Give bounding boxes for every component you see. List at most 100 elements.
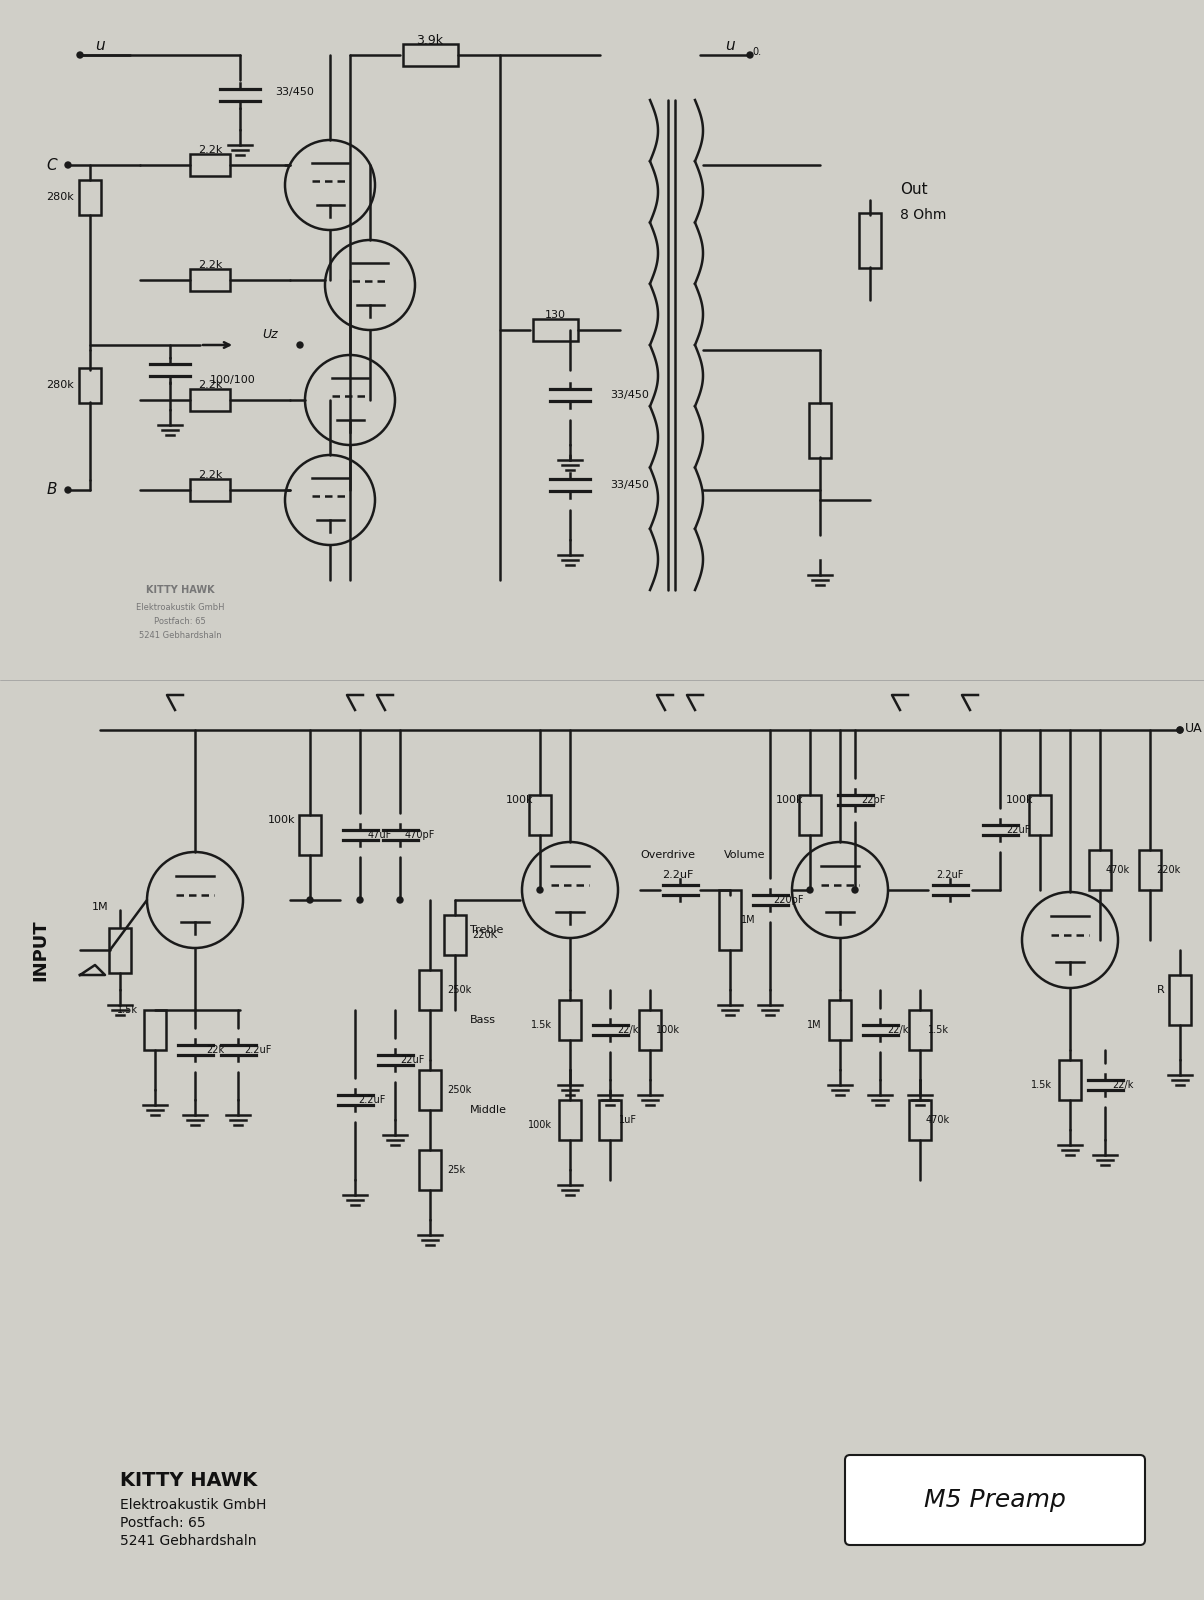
Text: 2.2k: 2.2k: [197, 470, 223, 480]
Circle shape: [307, 898, 313, 902]
Text: u: u: [95, 37, 105, 53]
Text: 220k: 220k: [1156, 866, 1180, 875]
Text: 1uF: 1uF: [619, 1115, 637, 1125]
Text: Overdrive: Overdrive: [641, 850, 695, 861]
Text: Middle: Middle: [470, 1106, 507, 1115]
Text: Uz: Uz: [262, 328, 278, 341]
Bar: [559, 1101, 582, 1139]
Text: 100k: 100k: [656, 1026, 680, 1035]
Bar: [909, 1010, 931, 1050]
Bar: [190, 154, 230, 176]
Bar: [719, 890, 740, 950]
Text: Postfach: 65: Postfach: 65: [154, 618, 206, 627]
Text: 470pF: 470pF: [405, 830, 435, 840]
Circle shape: [65, 162, 71, 168]
Text: 100k: 100k: [529, 1120, 551, 1130]
Bar: [559, 1000, 582, 1040]
Text: 100/100: 100/100: [209, 374, 255, 386]
Bar: [529, 795, 551, 835]
Text: 470k: 470k: [1106, 866, 1131, 875]
Bar: [144, 1010, 166, 1050]
Text: 1.5k: 1.5k: [117, 1005, 138, 1014]
Circle shape: [77, 51, 83, 58]
Text: UA: UA: [1185, 722, 1203, 734]
Text: 2.2k: 2.2k: [197, 146, 223, 155]
Circle shape: [358, 898, 362, 902]
Text: 47uF: 47uF: [368, 830, 393, 840]
Circle shape: [746, 51, 752, 58]
Text: Postfach: 65: Postfach: 65: [120, 1517, 206, 1530]
Text: 2.2k: 2.2k: [197, 259, 223, 270]
Text: 1M: 1M: [92, 902, 108, 912]
Bar: [419, 1070, 441, 1110]
Bar: [532, 318, 578, 341]
Circle shape: [537, 886, 543, 893]
Text: 33/450: 33/450: [610, 480, 649, 490]
Bar: [444, 915, 466, 955]
Text: 470k: 470k: [926, 1115, 950, 1125]
Text: u: u: [725, 37, 734, 53]
Text: 280k: 280k: [46, 379, 73, 390]
Circle shape: [65, 486, 71, 493]
Circle shape: [852, 886, 858, 893]
Text: 250k: 250k: [447, 986, 471, 995]
Text: 22/k: 22/k: [1112, 1080, 1134, 1090]
Text: 3.9k: 3.9k: [417, 34, 443, 46]
Bar: [79, 179, 101, 214]
Bar: [1139, 850, 1161, 890]
Bar: [639, 1010, 661, 1050]
Text: INPUT: INPUT: [31, 918, 49, 981]
Text: 2.2uF: 2.2uF: [937, 870, 963, 880]
Text: 22/k: 22/k: [887, 1026, 909, 1035]
Bar: [909, 1101, 931, 1139]
Text: 0.: 0.: [752, 46, 762, 58]
Circle shape: [807, 886, 813, 893]
Bar: [190, 389, 230, 411]
Text: Treble: Treble: [470, 925, 503, 934]
Bar: [1088, 850, 1111, 890]
Text: Bass: Bass: [470, 1014, 496, 1026]
Text: 5241 Gebhardshaln: 5241 Gebhardshaln: [120, 1534, 256, 1549]
Text: B: B: [47, 483, 58, 498]
Text: 25k: 25k: [447, 1165, 465, 1174]
Bar: [1060, 1059, 1081, 1101]
Text: C: C: [47, 157, 58, 173]
Text: 2.2uF: 2.2uF: [359, 1094, 385, 1106]
Text: 100k: 100k: [506, 795, 533, 805]
Bar: [1169, 974, 1191, 1026]
Text: 5241 Gebhardshaln: 5241 Gebhardshaln: [138, 632, 222, 640]
Text: 1.5k: 1.5k: [531, 1021, 551, 1030]
Bar: [799, 795, 821, 835]
FancyBboxPatch shape: [845, 1454, 1145, 1546]
Text: 2.2uF: 2.2uF: [662, 870, 694, 880]
Text: 22pF: 22pF: [861, 795, 885, 805]
Bar: [1029, 795, 1051, 835]
Text: M5 Preamp: M5 Preamp: [923, 1488, 1066, 1512]
Text: 2.2k: 2.2k: [197, 379, 223, 390]
Text: 1M: 1M: [808, 1021, 822, 1030]
Bar: [419, 970, 441, 1010]
Text: 100k: 100k: [267, 814, 295, 826]
Text: 220K: 220K: [472, 930, 497, 939]
Text: Out: Out: [901, 182, 927, 197]
Text: 100k: 100k: [1007, 795, 1034, 805]
Text: 8 Ohm: 8 Ohm: [901, 208, 946, 222]
Circle shape: [397, 898, 403, 902]
Bar: [402, 43, 458, 66]
Bar: [79, 368, 101, 403]
Text: 1M: 1M: [740, 915, 755, 925]
Text: KITTY HAWK: KITTY HAWK: [146, 586, 214, 595]
Text: 1.5k: 1.5k: [927, 1026, 949, 1035]
Circle shape: [1178, 726, 1184, 733]
Text: 22k: 22k: [206, 1045, 224, 1054]
Bar: [190, 478, 230, 501]
Text: Volume: Volume: [725, 850, 766, 861]
Circle shape: [297, 342, 303, 349]
Bar: [809, 403, 831, 458]
Circle shape: [1178, 726, 1184, 733]
Text: Elektroakustik GmbH: Elektroakustik GmbH: [120, 1498, 266, 1512]
Bar: [299, 814, 321, 854]
Text: 280k: 280k: [46, 192, 73, 202]
Text: 33/450: 33/450: [610, 390, 649, 400]
Bar: [830, 1000, 851, 1040]
